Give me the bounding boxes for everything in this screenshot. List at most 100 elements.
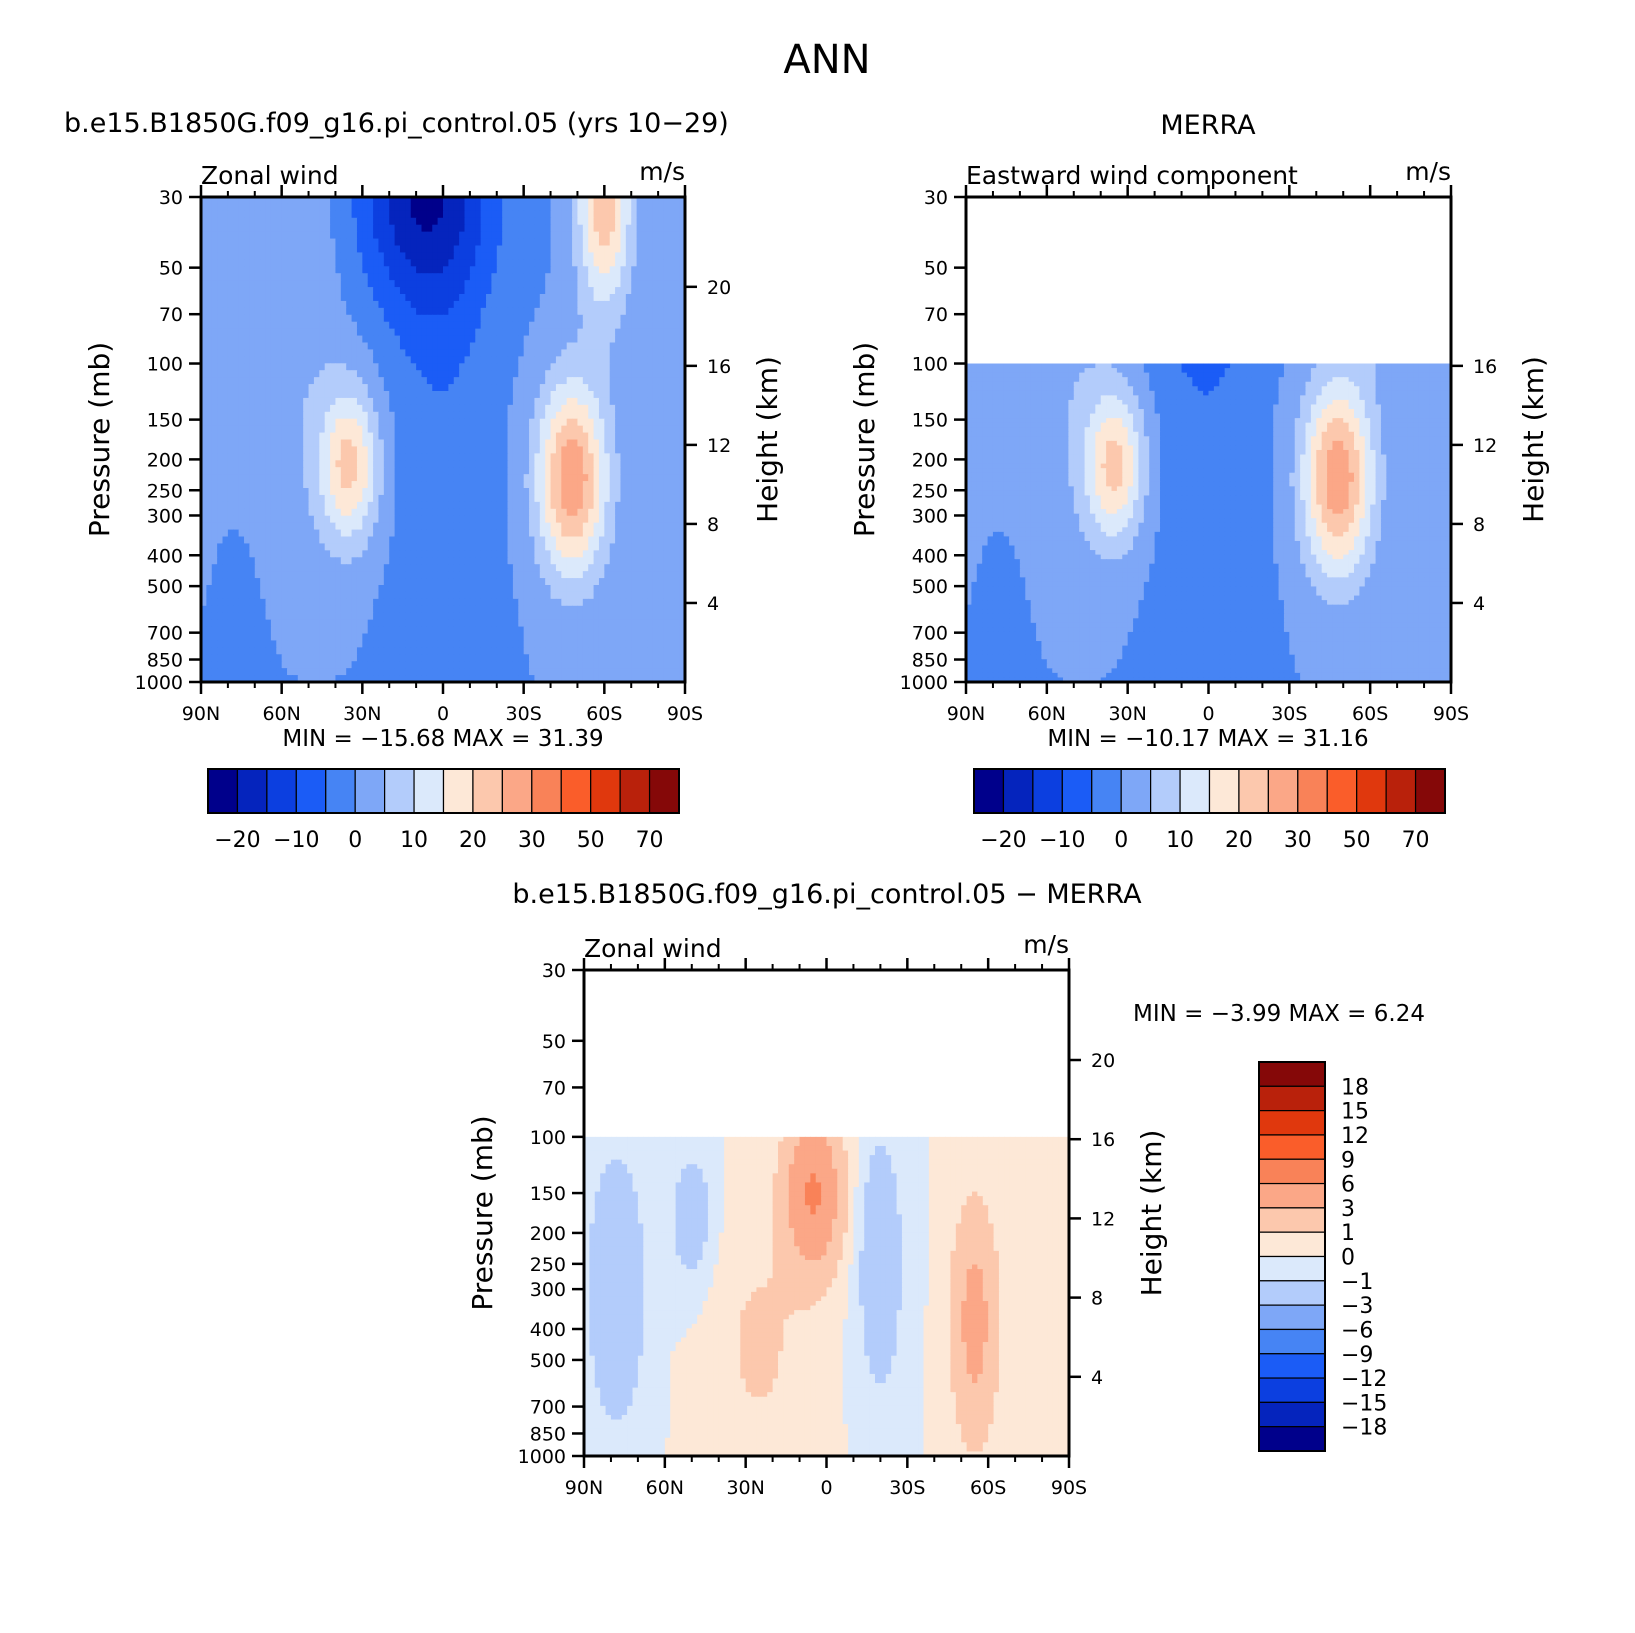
field-cell xyxy=(620,460,627,468)
field-cell xyxy=(201,300,207,309)
field-cell xyxy=(330,391,337,399)
field-cell xyxy=(663,335,670,344)
field-cell xyxy=(561,328,568,337)
field-cell xyxy=(625,501,632,510)
field-cell xyxy=(588,453,595,461)
field-cell xyxy=(588,501,595,510)
field-cell xyxy=(426,474,433,482)
field-cell xyxy=(539,481,546,489)
field-cell xyxy=(335,377,342,385)
field-cell xyxy=(598,404,605,413)
field-cell xyxy=(572,287,579,295)
field-cell xyxy=(518,474,525,482)
field-cell xyxy=(475,266,482,274)
field-cell xyxy=(313,501,320,510)
field-cell xyxy=(539,224,546,233)
field-cell xyxy=(658,494,665,503)
field-cell xyxy=(324,314,331,323)
field-cell xyxy=(260,342,267,351)
field-cell xyxy=(625,273,632,281)
field-cell xyxy=(340,335,347,344)
field-cell xyxy=(399,363,406,371)
field-cell xyxy=(507,432,514,441)
field-cell xyxy=(674,307,681,316)
field-cell xyxy=(206,252,213,260)
field-cell xyxy=(340,342,347,351)
field-cell xyxy=(679,529,686,538)
field-cell xyxy=(405,300,412,309)
field-cell xyxy=(539,515,546,524)
field-cell xyxy=(523,508,530,517)
field-cell xyxy=(491,266,498,274)
field-cell xyxy=(679,224,686,233)
field-cell xyxy=(405,342,412,351)
field-cell xyxy=(276,377,283,385)
field-cell xyxy=(313,564,320,572)
field-cell xyxy=(539,501,546,510)
field-cell xyxy=(529,370,536,378)
field-cell xyxy=(674,210,681,219)
field-cell xyxy=(507,571,514,579)
field-cell xyxy=(658,501,665,510)
field-cell xyxy=(658,266,665,274)
field-cell xyxy=(577,494,584,503)
field-cell xyxy=(222,273,229,281)
field-cell xyxy=(674,356,681,364)
field-cell xyxy=(313,543,320,551)
field-cell xyxy=(443,197,449,205)
field-cell xyxy=(244,335,250,344)
field-cell xyxy=(631,231,638,240)
field-cell xyxy=(281,238,288,247)
field-cell xyxy=(652,439,659,448)
field-cell xyxy=(663,342,670,351)
field-cell xyxy=(206,238,213,247)
field-cell xyxy=(555,571,562,579)
field-cell xyxy=(383,494,390,503)
field-cell xyxy=(405,377,412,385)
field-cell xyxy=(448,224,455,233)
field-cell xyxy=(297,564,304,572)
field-cell xyxy=(598,363,605,371)
field-cell xyxy=(631,404,638,413)
field-cell xyxy=(491,397,498,406)
field-cell xyxy=(679,287,686,295)
field-cell xyxy=(217,210,224,219)
field-cell xyxy=(588,432,595,441)
field-cell xyxy=(399,231,406,240)
field-cell xyxy=(443,571,449,579)
field-cell xyxy=(281,328,288,337)
field-cell xyxy=(410,404,417,413)
field-cell xyxy=(512,460,519,468)
field-cell xyxy=(609,266,616,274)
field-cell xyxy=(512,307,519,316)
field-cell xyxy=(330,210,337,219)
field-cell xyxy=(539,404,546,413)
field-cell xyxy=(265,252,272,260)
field-cell xyxy=(469,515,476,524)
field-cell xyxy=(534,349,541,357)
field-cell xyxy=(502,460,509,468)
field-cell xyxy=(319,404,326,413)
field-cell xyxy=(399,418,406,427)
field-cell xyxy=(432,404,439,413)
field-cell xyxy=(550,300,557,309)
field-cell xyxy=(303,252,310,260)
field-cell xyxy=(330,474,337,482)
field-cell xyxy=(652,446,659,454)
field-cell xyxy=(577,197,584,205)
field-cell xyxy=(561,501,568,510)
field-cell xyxy=(647,335,654,344)
field-cell xyxy=(313,508,320,517)
field-cell xyxy=(260,543,267,551)
field-cell xyxy=(555,543,562,551)
field-cell xyxy=(254,397,261,406)
field-cell xyxy=(593,307,600,316)
field-cell xyxy=(636,245,643,254)
field-cell xyxy=(206,335,213,344)
field-cell xyxy=(356,425,363,434)
field-cell xyxy=(615,224,622,233)
field-cell xyxy=(281,224,288,233)
field-cell xyxy=(448,335,455,344)
field-cell xyxy=(636,203,643,212)
field-cell xyxy=(437,467,444,475)
